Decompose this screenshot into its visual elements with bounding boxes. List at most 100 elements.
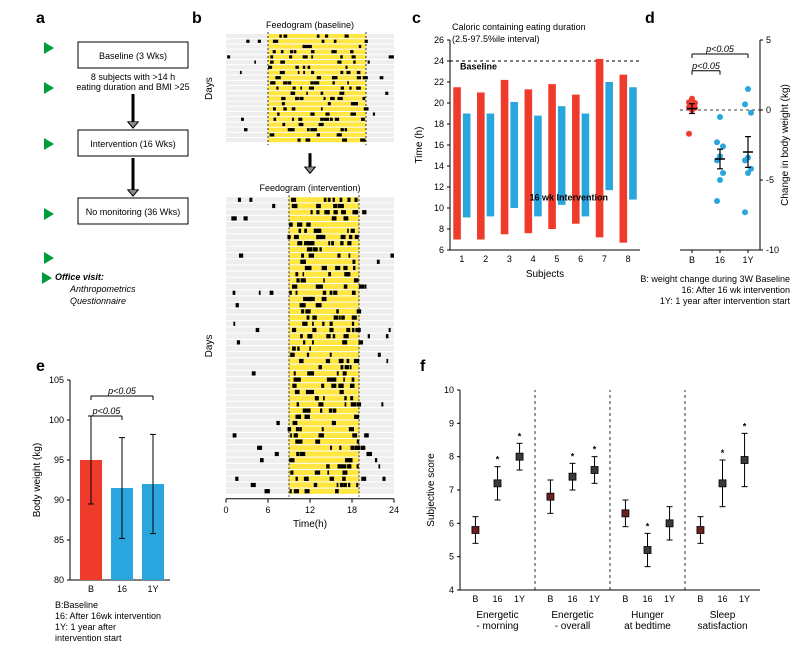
- svg-text:No monitoring (36 Wks): No monitoring (36 Wks): [86, 207, 181, 217]
- svg-text:Subjects: Subjects: [526, 269, 564, 280]
- svg-text:1: 1: [459, 254, 464, 264]
- svg-text:12: 12: [305, 505, 315, 515]
- svg-text:6: 6: [265, 505, 270, 515]
- svg-text:B: B: [88, 584, 94, 594]
- svg-text:95: 95: [54, 455, 64, 465]
- svg-text:14: 14: [434, 161, 444, 171]
- svg-text:Anthropometrics: Anthropometrics: [69, 284, 136, 294]
- svg-text:p<0.05: p<0.05: [705, 44, 735, 54]
- svg-text:*: *: [518, 431, 522, 441]
- svg-text:- overall: - overall: [555, 621, 591, 632]
- svg-text:Energetic: Energetic: [551, 610, 593, 621]
- svg-text:B: B: [472, 594, 478, 604]
- svg-text:16: After 16 wk intervention: 16: After 16 wk intervention: [681, 285, 790, 295]
- svg-text:*: *: [646, 521, 650, 531]
- panel-a: Baseline (3 Wks)Intervention (16 Wks)No …: [42, 42, 190, 306]
- svg-text:B: B: [697, 594, 703, 604]
- svg-text:16: 16: [642, 594, 652, 604]
- svg-text:16: 16: [715, 255, 725, 265]
- svg-text:10: 10: [434, 203, 444, 213]
- svg-text:p<0.05: p<0.05: [92, 406, 122, 416]
- svg-text:Questionnaire: Questionnaire: [70, 296, 126, 306]
- svg-text:16: 16: [567, 594, 577, 604]
- svg-text:24: 24: [389, 505, 399, 515]
- svg-text:Office visit:: Office visit:: [55, 272, 104, 282]
- svg-text:1Y: 1Y: [147, 584, 158, 594]
- panel-f: 45678910Subjective scoreB*16*1YEnergetic…: [426, 385, 760, 632]
- svg-text:16: 16: [117, 584, 127, 594]
- svg-text:1Y: 1Y: [589, 594, 600, 604]
- svg-text:2: 2: [483, 254, 488, 264]
- svg-text:1Y: 1Y: [514, 594, 525, 604]
- svg-text:1Y: 1Y: [664, 594, 675, 604]
- svg-text:satisfaction: satisfaction: [697, 621, 747, 632]
- svg-text:-10: -10: [766, 245, 779, 255]
- svg-text:6: 6: [578, 254, 583, 264]
- svg-text:(2.5-97.5%ile interval): (2.5-97.5%ile interval): [452, 34, 540, 44]
- svg-text:*: *: [743, 421, 747, 431]
- svg-text:eating duration and BMI >25: eating duration and BMI >25: [76, 82, 189, 92]
- svg-text:16: 16: [717, 594, 727, 604]
- svg-text:Sleep: Sleep: [710, 610, 736, 621]
- svg-text:10: 10: [444, 385, 454, 395]
- svg-text:5: 5: [554, 254, 559, 264]
- panel-c: Caloric containing eating duration (2.5-9…: [414, 22, 640, 280]
- svg-text:22: 22: [434, 77, 444, 87]
- svg-text:Baseline (3 Wks): Baseline (3 Wks): [99, 51, 167, 61]
- svg-text:16: 16: [492, 594, 502, 604]
- svg-text:5: 5: [766, 35, 771, 45]
- svg-text:7: 7: [602, 254, 607, 264]
- svg-text:*: *: [721, 448, 725, 458]
- svg-text:Baseline: Baseline: [460, 61, 497, 71]
- svg-text:B:Baseline: B:Baseline: [55, 600, 98, 610]
- svg-text:1Y: 1Y: [742, 255, 753, 265]
- svg-text:*: *: [571, 451, 575, 461]
- svg-text:18: 18: [347, 505, 357, 515]
- svg-text:Days: Days: [204, 335, 215, 358]
- svg-text:100: 100: [49, 415, 64, 425]
- svg-text:1Y: 1Y: [739, 594, 750, 604]
- svg-text:0: 0: [223, 505, 228, 515]
- panel-e: 80859095100105Body weight (kg)B161Yp<0.0…: [32, 375, 170, 643]
- svg-text:8: 8: [439, 224, 444, 234]
- svg-text:Subjective score: Subjective score: [426, 453, 437, 527]
- svg-text:6: 6: [439, 245, 444, 255]
- svg-text:8 subjects with >14 h: 8 subjects with >14 h: [91, 72, 175, 82]
- svg-text:18: 18: [434, 119, 444, 129]
- svg-text:B: B: [689, 255, 695, 265]
- svg-text:- morning: - morning: [476, 621, 518, 632]
- svg-text:26: 26: [434, 35, 444, 45]
- svg-text:4: 4: [449, 585, 454, 595]
- svg-text:9: 9: [449, 418, 454, 428]
- svg-text:12: 12: [434, 182, 444, 192]
- svg-text:24: 24: [434, 56, 444, 66]
- svg-text:85: 85: [54, 535, 64, 545]
- svg-text:Feedogram (baseline): Feedogram (baseline): [266, 20, 354, 30]
- svg-text:B: B: [622, 594, 628, 604]
- svg-text:Caloric containing eating dura: Caloric containing eating duration: [452, 22, 586, 32]
- svg-text:90: 90: [54, 495, 64, 505]
- svg-text:7: 7: [449, 485, 454, 495]
- svg-text:8: 8: [449, 452, 454, 462]
- panel-d: -10-505B161YChange in body weight (kg)p<…: [640, 35, 791, 306]
- svg-text:3: 3: [507, 254, 512, 264]
- svg-text:at bedtime: at bedtime: [624, 621, 671, 632]
- svg-text:1Y: 1 year after intervention: 1Y: 1 year after intervention start: [660, 296, 791, 306]
- svg-text:Time (h): Time (h): [414, 127, 425, 164]
- svg-text:16 wk Intervention: 16 wk Intervention: [529, 193, 608, 203]
- svg-text:1Y: 1 year after: 1Y: 1 year after: [55, 622, 116, 632]
- svg-text:intervention start: intervention start: [55, 633, 122, 643]
- feedogram: [226, 195, 394, 497]
- svg-text:Change in body weight (kg): Change in body weight (kg): [780, 84, 791, 206]
- svg-text:Days: Days: [204, 77, 215, 100]
- svg-text:5: 5: [449, 552, 454, 562]
- svg-text:Body weight (kg): Body weight (kg): [32, 443, 43, 517]
- svg-text:*: *: [593, 445, 597, 455]
- svg-text:Energetic: Energetic: [476, 610, 518, 621]
- svg-text:0: 0: [766, 105, 771, 115]
- svg-text:20: 20: [434, 98, 444, 108]
- svg-text:Time(h): Time(h): [293, 519, 327, 530]
- svg-text:16: 16: [434, 140, 444, 150]
- svg-text:p<0.05: p<0.05: [107, 386, 137, 396]
- figure-svg: Baseline (3 Wks)Intervention (16 Wks)No …: [0, 0, 800, 661]
